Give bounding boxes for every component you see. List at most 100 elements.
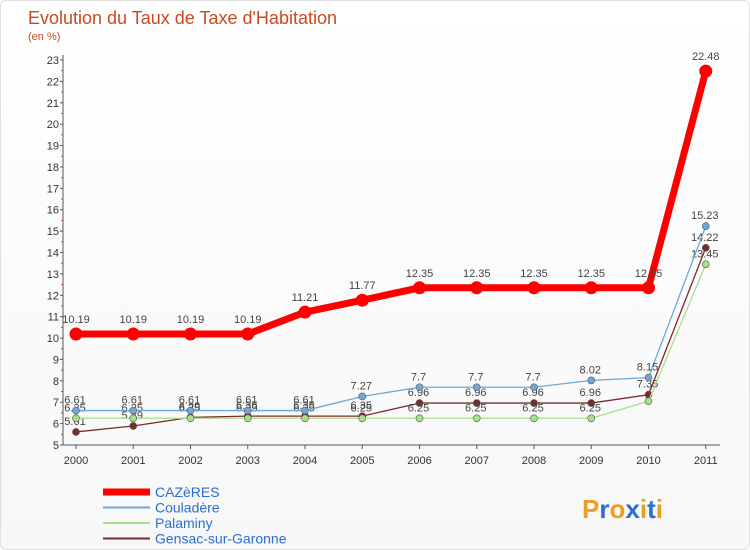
data-point [530,399,538,407]
data-point [186,406,195,415]
data-point [587,376,596,385]
data-label: 6.25 [522,402,543,414]
series-layer: 5.615.896.296.356.356.356.966.966.966.96… [62,51,720,436]
series-line [72,67,710,338]
data-point [184,327,197,341]
x-tick-label: 2000 [64,455,88,467]
chart-title: Evolution du Taux de Taxe d'Habitation [28,8,337,28]
data-point [472,399,481,407]
data-label: 6.96 [580,387,601,399]
y-tick-label: 5 [53,440,59,452]
data-point [243,406,252,415]
data-label: 15.23 [691,210,719,222]
data-label: 12.35 [406,268,434,280]
data-point [701,222,710,230]
x-tick-label: 2003 [236,455,260,467]
y-tick-label: 22 [47,76,59,88]
legend-label: Palaminy [155,515,213,531]
data-point [72,428,80,436]
legend: CAZèRESCouladèrePalaminyGensac-sur-Garon… [103,484,287,547]
data-label: 12.35 [577,268,605,280]
series-line [75,225,707,412]
data-label: 6.96 [465,387,486,399]
data-label: 12.35 [520,268,548,280]
data-label: 6.96 [522,387,543,399]
data-point [642,281,655,295]
series-line [75,247,707,433]
y-tick-label: 12 [47,290,59,302]
y-tick-label: 23 [47,55,59,67]
data-label: 6.61 [179,395,200,407]
x-tick-label: 2007 [465,455,489,467]
y-tick-label: 18 [47,162,59,174]
series-0: 10.19 10.19 10.19 10.19 11.21 11.77 12.35 12.35… [62,51,720,341]
data-point [415,383,424,392]
chart-subtitle: (en %) [28,31,60,43]
data-label: 6.96 [408,387,429,399]
y-tick-label: 11 [48,312,59,324]
logo-letter: o [609,494,625,524]
data-label: 6.61 [293,395,314,407]
data-label: 12.35 [463,268,491,280]
data-point [126,327,140,341]
data-label: 11.21 [292,292,319,304]
series-2: 6.256.256.256.256.256.256.256.256.256.25… [64,248,719,423]
y-tick-label: 10 [47,333,59,345]
data-label: 6.61 [236,395,257,407]
y-tick-label: 14 [47,248,59,260]
y-tick-label: 16 [47,205,59,217]
data-label: 12.35 [635,268,663,280]
data-point [413,281,426,295]
logo-letter: r [599,494,609,524]
x-tick-label: 2009 [579,455,603,467]
x-tick-label: 2006 [407,455,431,467]
y-tick-label: 13 [47,269,59,281]
x-tick-label: 2005 [350,455,374,467]
legend-label: CAZèRES [155,484,220,500]
y-tick-label: 8 [53,376,59,388]
data-point [415,399,424,407]
series-line [75,263,707,419]
data-point [584,281,598,295]
data-label: 8.02 [580,364,601,376]
data-label: 11.77 [349,280,376,292]
x-tick-label: 2001 [121,455,145,467]
data-label: 6.25 [465,402,486,414]
x-tick-label: 2004 [293,455,317,467]
data-point [472,383,481,392]
data-label: 6.61 [64,395,85,407]
data-point [129,406,138,415]
logo-text: Proxiti [582,494,663,524]
series-1: 6.61 6.61 6.61 6.61 6.61 7.27 7.7 7.7 7.7 8.02 8.1… [64,210,719,415]
y-tick-label: 19 [47,141,59,153]
data-point [530,414,538,423]
data-point [470,281,484,295]
data-point [72,414,80,423]
data-point [358,414,367,423]
data-label: 8.15 [637,362,658,374]
data-point [644,373,653,382]
x-tick-label: 2002 [178,455,202,467]
data-point [587,399,596,407]
data-label: 6.25 [408,402,429,414]
y-tick-label: 17 [47,183,59,195]
data-label: 7.7 [468,371,483,383]
data-label: 7.7 [525,371,540,383]
proxiti-logo: Proxiti [582,494,663,524]
data-label: 6.35 [351,400,372,412]
logo-letter: i [640,494,647,524]
data-point [415,414,424,423]
x-tick-label: 2011 [694,455,718,467]
data-point [129,422,138,430]
logo-letter: x [625,494,640,524]
data-label: 22.48 [692,51,720,63]
data-point [527,281,541,295]
data-point [699,64,713,78]
x-tick-label: 2008 [522,455,546,467]
data-label: 5.61 [64,416,85,428]
logo-letter: P [582,494,599,524]
data-point [298,305,312,319]
data-point [129,414,138,423]
y-tick-label: 7 [53,397,59,409]
data-point [241,327,255,341]
